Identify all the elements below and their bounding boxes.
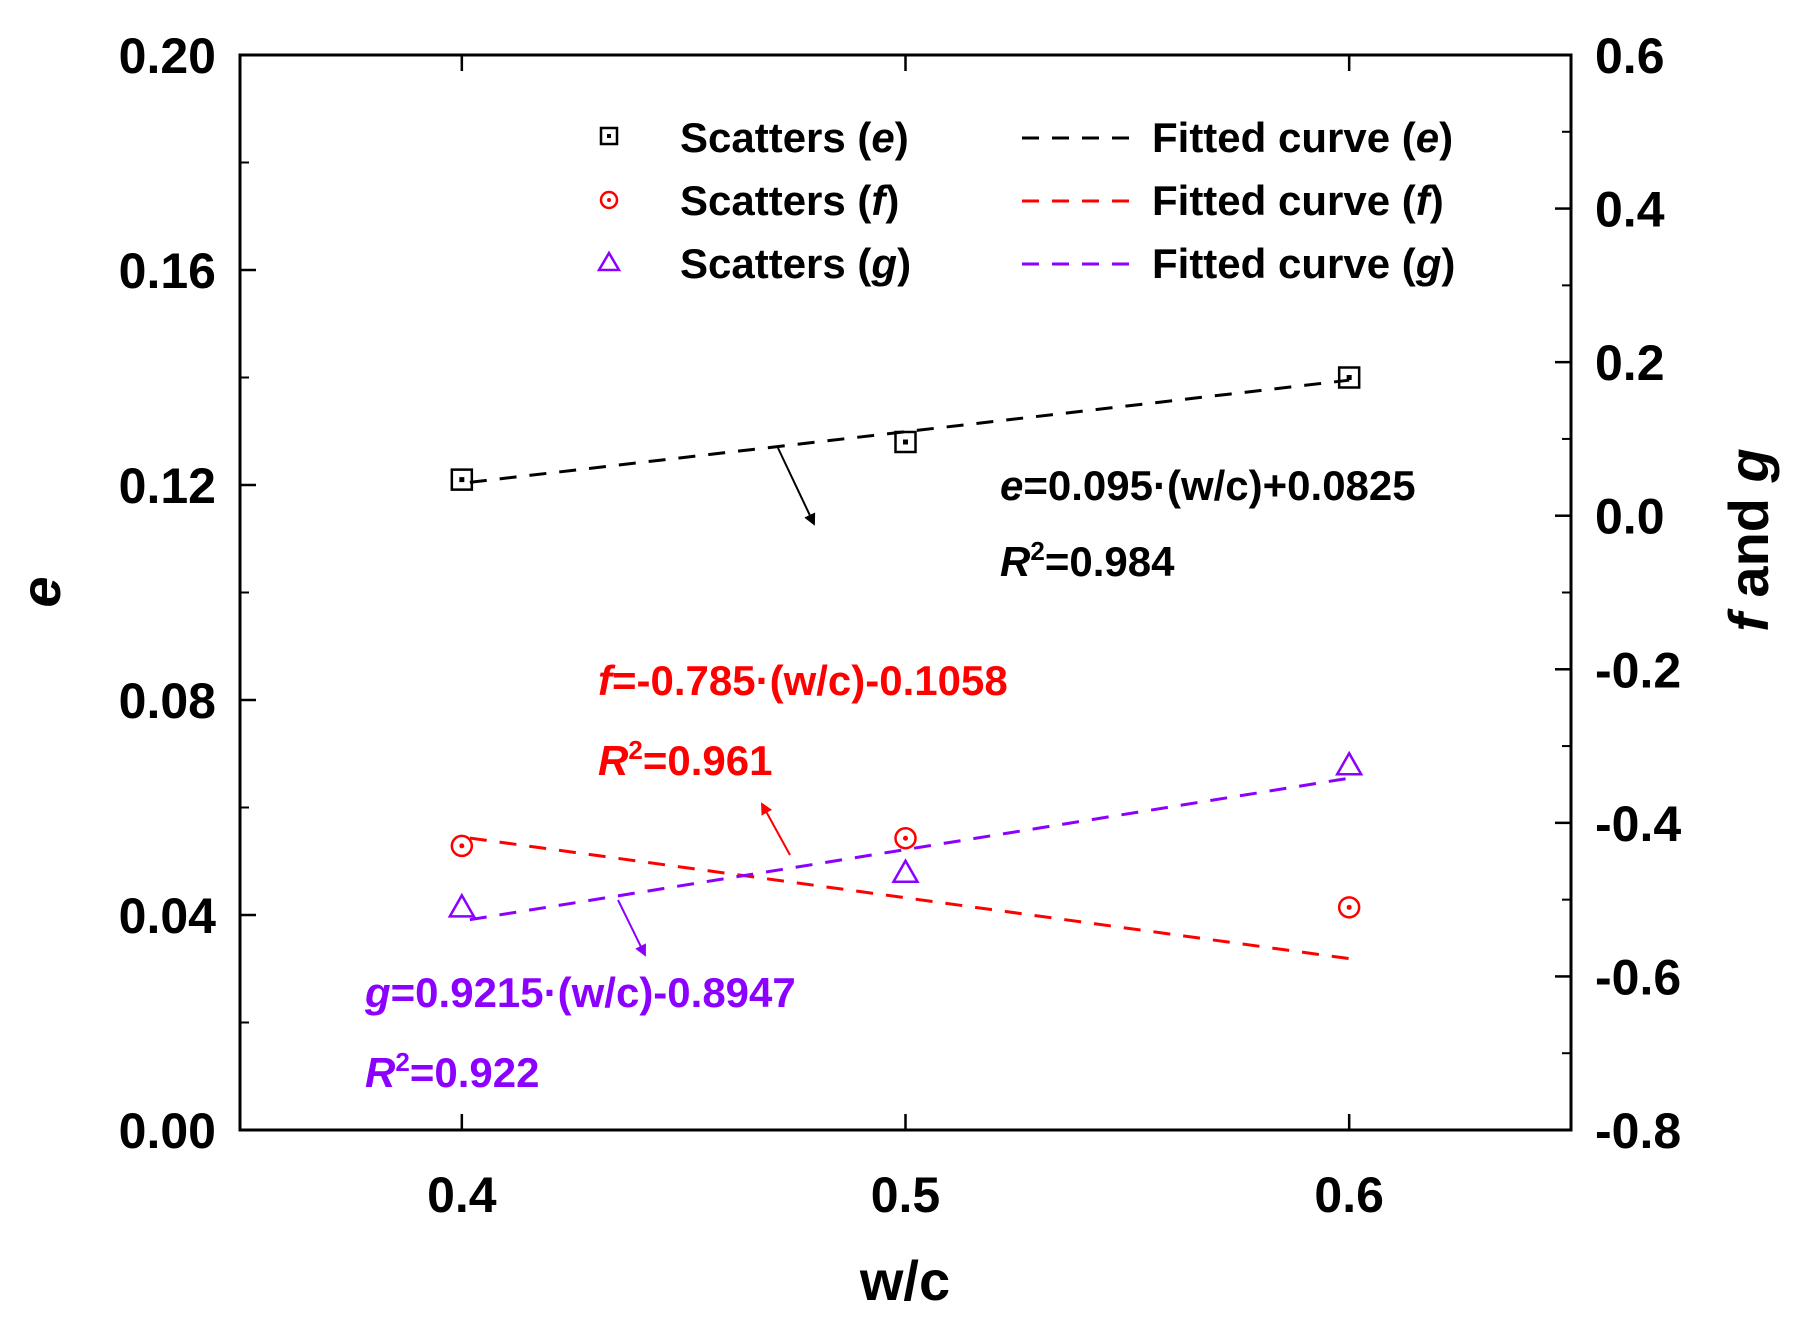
- scatter-points: [447, 366, 1364, 919]
- legend-marker-f: [599, 190, 619, 210]
- axis-ticks: 0.4 0.5 0.6 0.00 0.04 0.08 0.12 0.16 0.20 -0.8 -0.…: [119, 28, 1682, 1223]
- y-left-tick-label: 0.08: [119, 673, 216, 729]
- x-tick-label: 0.6: [1314, 1167, 1384, 1223]
- x-tick-label: 0.4: [427, 1167, 497, 1223]
- y-left-tick-label: 0.00: [119, 1103, 216, 1159]
- y-right-tick-label: 0.2: [1595, 335, 1665, 391]
- y-left-tick-label: 0.04: [119, 888, 217, 944]
- y-left-tick-label: 0.20: [119, 28, 216, 84]
- annotation-g-equation: g=0.9215·(w/c)-0.8947: [364, 969, 796, 1016]
- legend-fit-f: Fitted curve (f): [1152, 177, 1444, 224]
- point-f-dot: [459, 843, 465, 849]
- annotation-f: f=-0.785·(w/c)-0.1058 R2=0.961: [598, 657, 1008, 856]
- point-g: [447, 892, 476, 918]
- annotation-f-arrow: [761, 802, 791, 856]
- x-tick-label: 0.5: [871, 1167, 941, 1223]
- point-g: [891, 858, 920, 884]
- point-f: [450, 834, 474, 858]
- legend-fit-e: Fitted curve (e): [1152, 114, 1453, 161]
- point-g: [1335, 750, 1364, 776]
- legend-scatter-e: Scatters (e): [680, 114, 909, 161]
- y-right-tick-label: 0.0: [1595, 489, 1665, 545]
- y-right-axis-title: f and g: [1717, 448, 1780, 632]
- point-e-dot: [459, 477, 465, 483]
- annotation-e-r2: R2=0.984: [1000, 536, 1175, 585]
- legend-scatter-f: Scatters (f): [680, 177, 899, 224]
- legend-scatter-g: Scatters (g): [680, 240, 911, 287]
- legend-marker-g: [596, 250, 622, 272]
- annotation-f-equation: f=-0.785·(w/c)-0.1058: [598, 657, 1008, 704]
- y-right-tick-label: 0.4: [1595, 182, 1665, 238]
- annotation-e: e=0.095·(w/c)+0.0825 R2=0.984: [777, 447, 1416, 585]
- legend-marker-e: [599, 126, 619, 146]
- annotation-e-equation: e=0.095·(w/c)+0.0825: [1000, 462, 1416, 509]
- annotation-e-arrow: [777, 447, 816, 526]
- legend-marker-e-dot: [607, 134, 611, 138]
- annotation-g-arrow: [617, 899, 646, 957]
- y-right-tick-label: -0.8: [1595, 1103, 1681, 1159]
- point-e: [450, 468, 474, 491]
- point-e: [894, 430, 917, 454]
- point-e-dot: [1346, 375, 1352, 380]
- y-right-tick-label: -0.6: [1595, 949, 1681, 1005]
- fitted-line-g: [469, 776, 1350, 922]
- y-right-tick-label: 0.6: [1595, 28, 1665, 84]
- annotation-g: g=0.9215·(w/c)-0.8947 R2=0.922: [364, 899, 796, 1096]
- y-right-tick-label: -0.4: [1595, 796, 1681, 852]
- y-left-tick-label: 0.16: [119, 243, 216, 299]
- point-f-dot: [1346, 904, 1352, 910]
- x-axis-title: w/c: [859, 1249, 950, 1312]
- point-e-dot: [903, 439, 908, 445]
- legend-fit-g: Fitted curve (g): [1152, 240, 1455, 287]
- y-left-tick-label: 0.12: [119, 458, 216, 514]
- point-e: [1337, 366, 1361, 389]
- y-right-tick-label: -0.2: [1595, 642, 1681, 698]
- annotation-f-r2: R2=0.961: [598, 735, 772, 784]
- y-right-title-g: g: [1717, 448, 1780, 483]
- point-f: [894, 826, 917, 850]
- y-left-axis-title: e: [9, 576, 72, 607]
- legend-marker-f-dot: [607, 198, 611, 202]
- point-f: [1337, 896, 1361, 919]
- annotation-g-r2: R2=0.922: [365, 1047, 539, 1096]
- y-right-title-and: and: [1717, 482, 1780, 613]
- point-f-dot: [903, 835, 908, 841]
- legend: Scatters (e) Scatters (f) Scatters (g) F…: [596, 114, 1455, 287]
